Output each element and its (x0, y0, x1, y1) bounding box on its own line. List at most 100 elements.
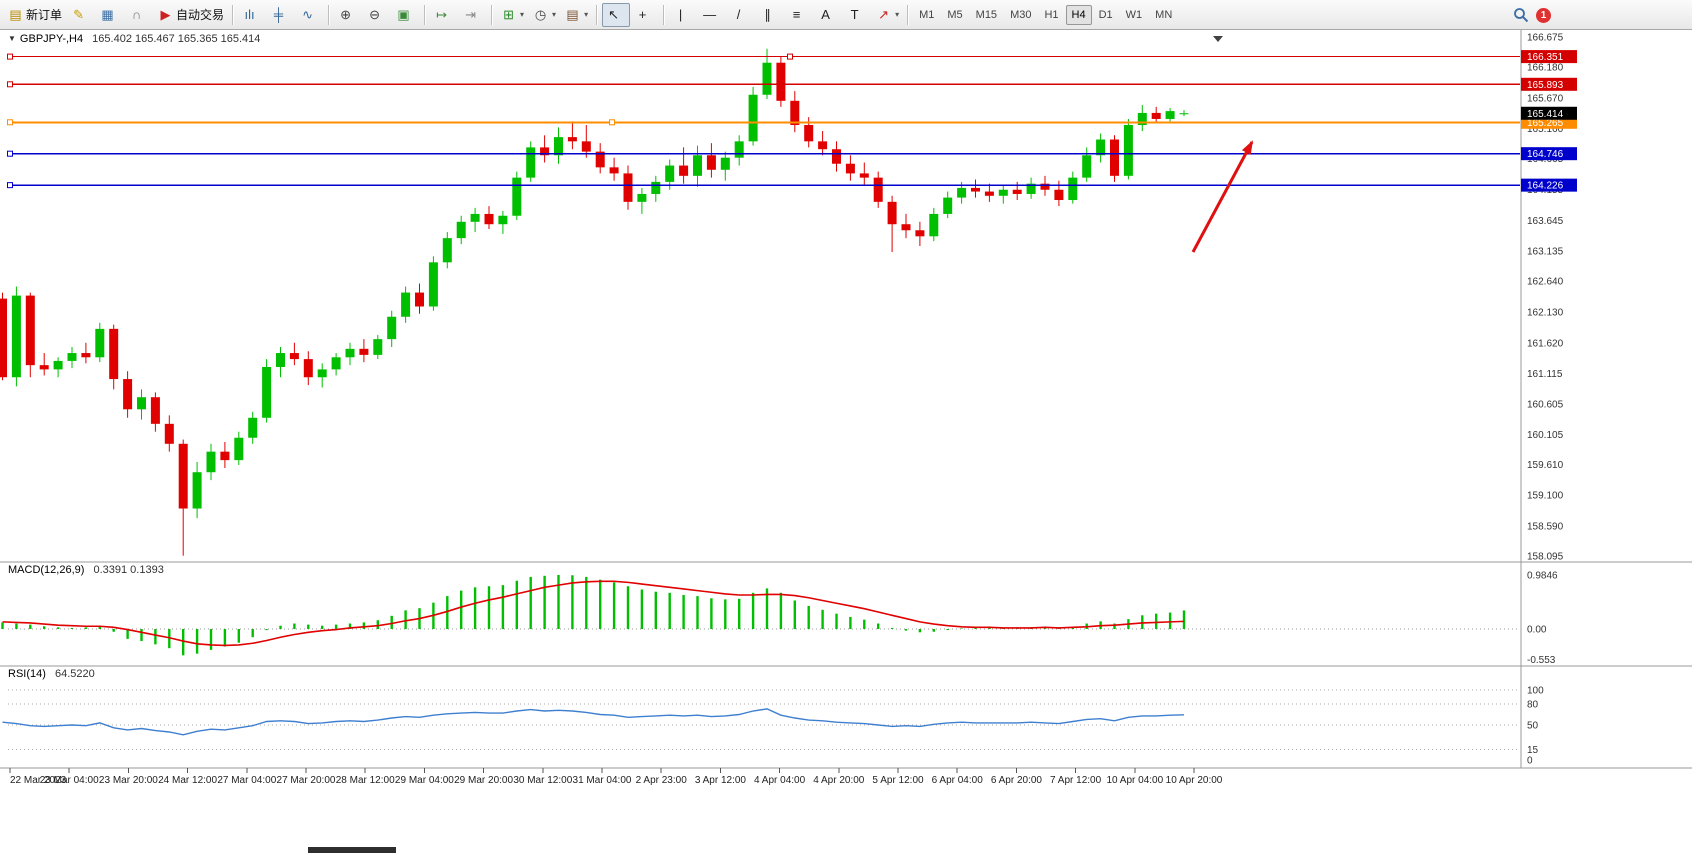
auto-scroll-button[interactable]: ↦ (430, 3, 458, 27)
macd-values: 0.3391 0.1393 (93, 564, 164, 576)
svg-text:7 Apr 12:00: 7 Apr 12:00 (1050, 775, 1102, 786)
text-label-button[interactable]: T (843, 3, 871, 27)
chevron-down-icon: ▾ (552, 10, 557, 19)
metaeditor-button[interactable]: ✎ (67, 3, 95, 27)
arrow-annotation[interactable] (1191, 140, 1254, 253)
svg-text:4 Apr 20:00: 4 Apr 20:00 (813, 775, 865, 786)
tile-windows-button[interactable]: ▣ (392, 3, 420, 27)
tab-timeframe-m1[interactable]: M1 (919, 8, 935, 21)
chart-shift-button[interactable]: ⇥ (459, 3, 487, 27)
candlestick (540, 147, 550, 156)
candlestick (0, 298, 7, 378)
fibonacci-button[interactable]: ≡ (785, 3, 813, 27)
templates-button[interactable]: ▤ ▾ (561, 3, 592, 27)
cursor-icon: ↖ (608, 6, 620, 22)
tab-timeframe-w1[interactable]: W1 (1125, 8, 1143, 21)
candlestick (845, 163, 855, 174)
crosshair-button[interactable]: + (631, 3, 659, 27)
support-button[interactable]: ∩ (125, 3, 153, 27)
macd-scale-label: -0.553 (1527, 655, 1556, 666)
line-handle[interactable] (7, 150, 13, 157)
toolbar-separator (907, 4, 910, 25)
horizontal-line-button[interactable]: — (698, 3, 726, 27)
tab-timeframe-mn[interactable]: MN (1155, 8, 1173, 21)
zoom-in-button[interactable]: ⊕ (334, 3, 362, 27)
candlestick (581, 141, 591, 152)
bar-chart-button[interactable]: ılı (238, 3, 266, 27)
notification-badge[interactable]: 1 (1536, 7, 1551, 23)
candlestick (331, 357, 341, 370)
zoom-in-icon: ⊕ (340, 6, 351, 22)
candlestick-chart-button[interactable]: ╪ (267, 3, 295, 27)
horizontal-line-resistance-line-1[interactable] (7, 53, 1521, 60)
candlestick (832, 149, 841, 164)
horizontal-line-support-line-2[interactable] (7, 182, 1521, 189)
horizontal-line-resistance-line-2[interactable] (7, 81, 1521, 88)
search-icon[interactable] (1512, 6, 1530, 24)
horizontal-scrollbar-thumb[interactable] (308, 847, 396, 853)
rsi-header: RSI(14) 64.5220 (8, 668, 95, 680)
auto-trading-button[interactable]: ▶ 自动交易 (154, 3, 228, 27)
candlestick (428, 262, 438, 307)
chevron-down-icon[interactable]: ▼ (8, 34, 16, 43)
indicators-button[interactable]: ⊞ ▾ (497, 3, 528, 27)
svg-text:163.645: 163.645 (1527, 216, 1564, 227)
candlestick (595, 151, 605, 168)
tab-timeframe-h4[interactable]: H4 (1065, 4, 1092, 25)
svg-text:28 Mar 12:00: 28 Mar 12:00 (336, 775, 395, 786)
svg-text:10 Apr 20:00: 10 Apr 20:00 (1166, 775, 1223, 786)
line-handle[interactable] (7, 119, 13, 126)
templates-icon: ▤ (566, 6, 579, 22)
candlestick (164, 423, 174, 444)
svg-text:2 Apr 23:00: 2 Apr 23:00 (636, 775, 688, 786)
horizontal-line-icon: — (703, 6, 717, 22)
candlestick (567, 137, 577, 142)
tab-timeframe-d1[interactable]: D1 (1098, 8, 1113, 21)
text-button[interactable]: A (814, 3, 842, 27)
svg-text:164.226: 164.226 (1527, 181, 1564, 192)
svg-text:165.160: 165.160 (1527, 124, 1564, 135)
new-order-button[interactable]: ▤ 新订单 (4, 3, 66, 27)
svg-text:162.130: 162.130 (1527, 307, 1564, 318)
candlestick (1165, 111, 1175, 119)
chart-shift-marker[interactable] (1213, 36, 1223, 42)
fibonacci-icon: ≡ (792, 6, 801, 22)
rsi-scale-label: 0 (1527, 756, 1533, 767)
candlestick (1151, 112, 1161, 119)
trendline-button[interactable]: / (727, 3, 755, 27)
line-handle[interactable] (7, 53, 13, 60)
vertical-line-button[interactable]: | (669, 3, 697, 27)
zoom-out-button[interactable]: ⊖ (363, 3, 391, 27)
horizontal-line-pivot-line[interactable] (7, 119, 1521, 126)
periods-button[interactable]: ◷ ▾ (529, 3, 560, 27)
horizontal-line-support-line-1[interactable] (7, 150, 1521, 157)
svg-text:4 Apr 04:00: 4 Apr 04:00 (754, 775, 806, 786)
svg-text:161.620: 161.620 (1527, 338, 1564, 349)
candlestick (442, 238, 452, 263)
candlestick (623, 173, 633, 202)
line-handle[interactable] (7, 81, 13, 88)
periods-icon: ◷ (534, 6, 547, 22)
candlestick (234, 437, 244, 461)
chart-shift-icon: ⇥ (465, 6, 476, 22)
tab-timeframe-m15[interactable]: M15 (975, 8, 998, 21)
tab-timeframe-m30[interactable]: M30 (1010, 8, 1032, 21)
arrows-button[interactable]: ↗ ▾ (872, 3, 903, 27)
candlestick (401, 292, 411, 317)
tab-timeframe-h1[interactable]: H1 (1044, 8, 1059, 21)
svg-text:165.265: 165.265 (1527, 118, 1564, 129)
data-window-button[interactable]: ▦ (96, 3, 124, 27)
svg-text:166.675: 166.675 (1527, 33, 1564, 44)
tab-timeframe-m5[interactable]: M5 (947, 8, 963, 21)
chart-area[interactable]: 166.675166.180165.670165.160164.665164.1… (0, 30, 1692, 855)
candlestick (762, 62, 772, 95)
line-handle[interactable] (609, 119, 615, 126)
line-chart-button[interactable]: ∿ (296, 3, 324, 27)
svg-text:163.135: 163.135 (1527, 247, 1564, 258)
line-handle[interactable] (787, 53, 793, 60)
rsi-scale-label: 15 (1527, 745, 1539, 756)
line-handle[interactable] (7, 182, 13, 189)
channel-button[interactable]: ∥ (756, 3, 784, 27)
cursor-button[interactable]: ↖ (602, 2, 631, 27)
svg-text:24 Mar 12:00: 24 Mar 12:00 (158, 775, 217, 786)
